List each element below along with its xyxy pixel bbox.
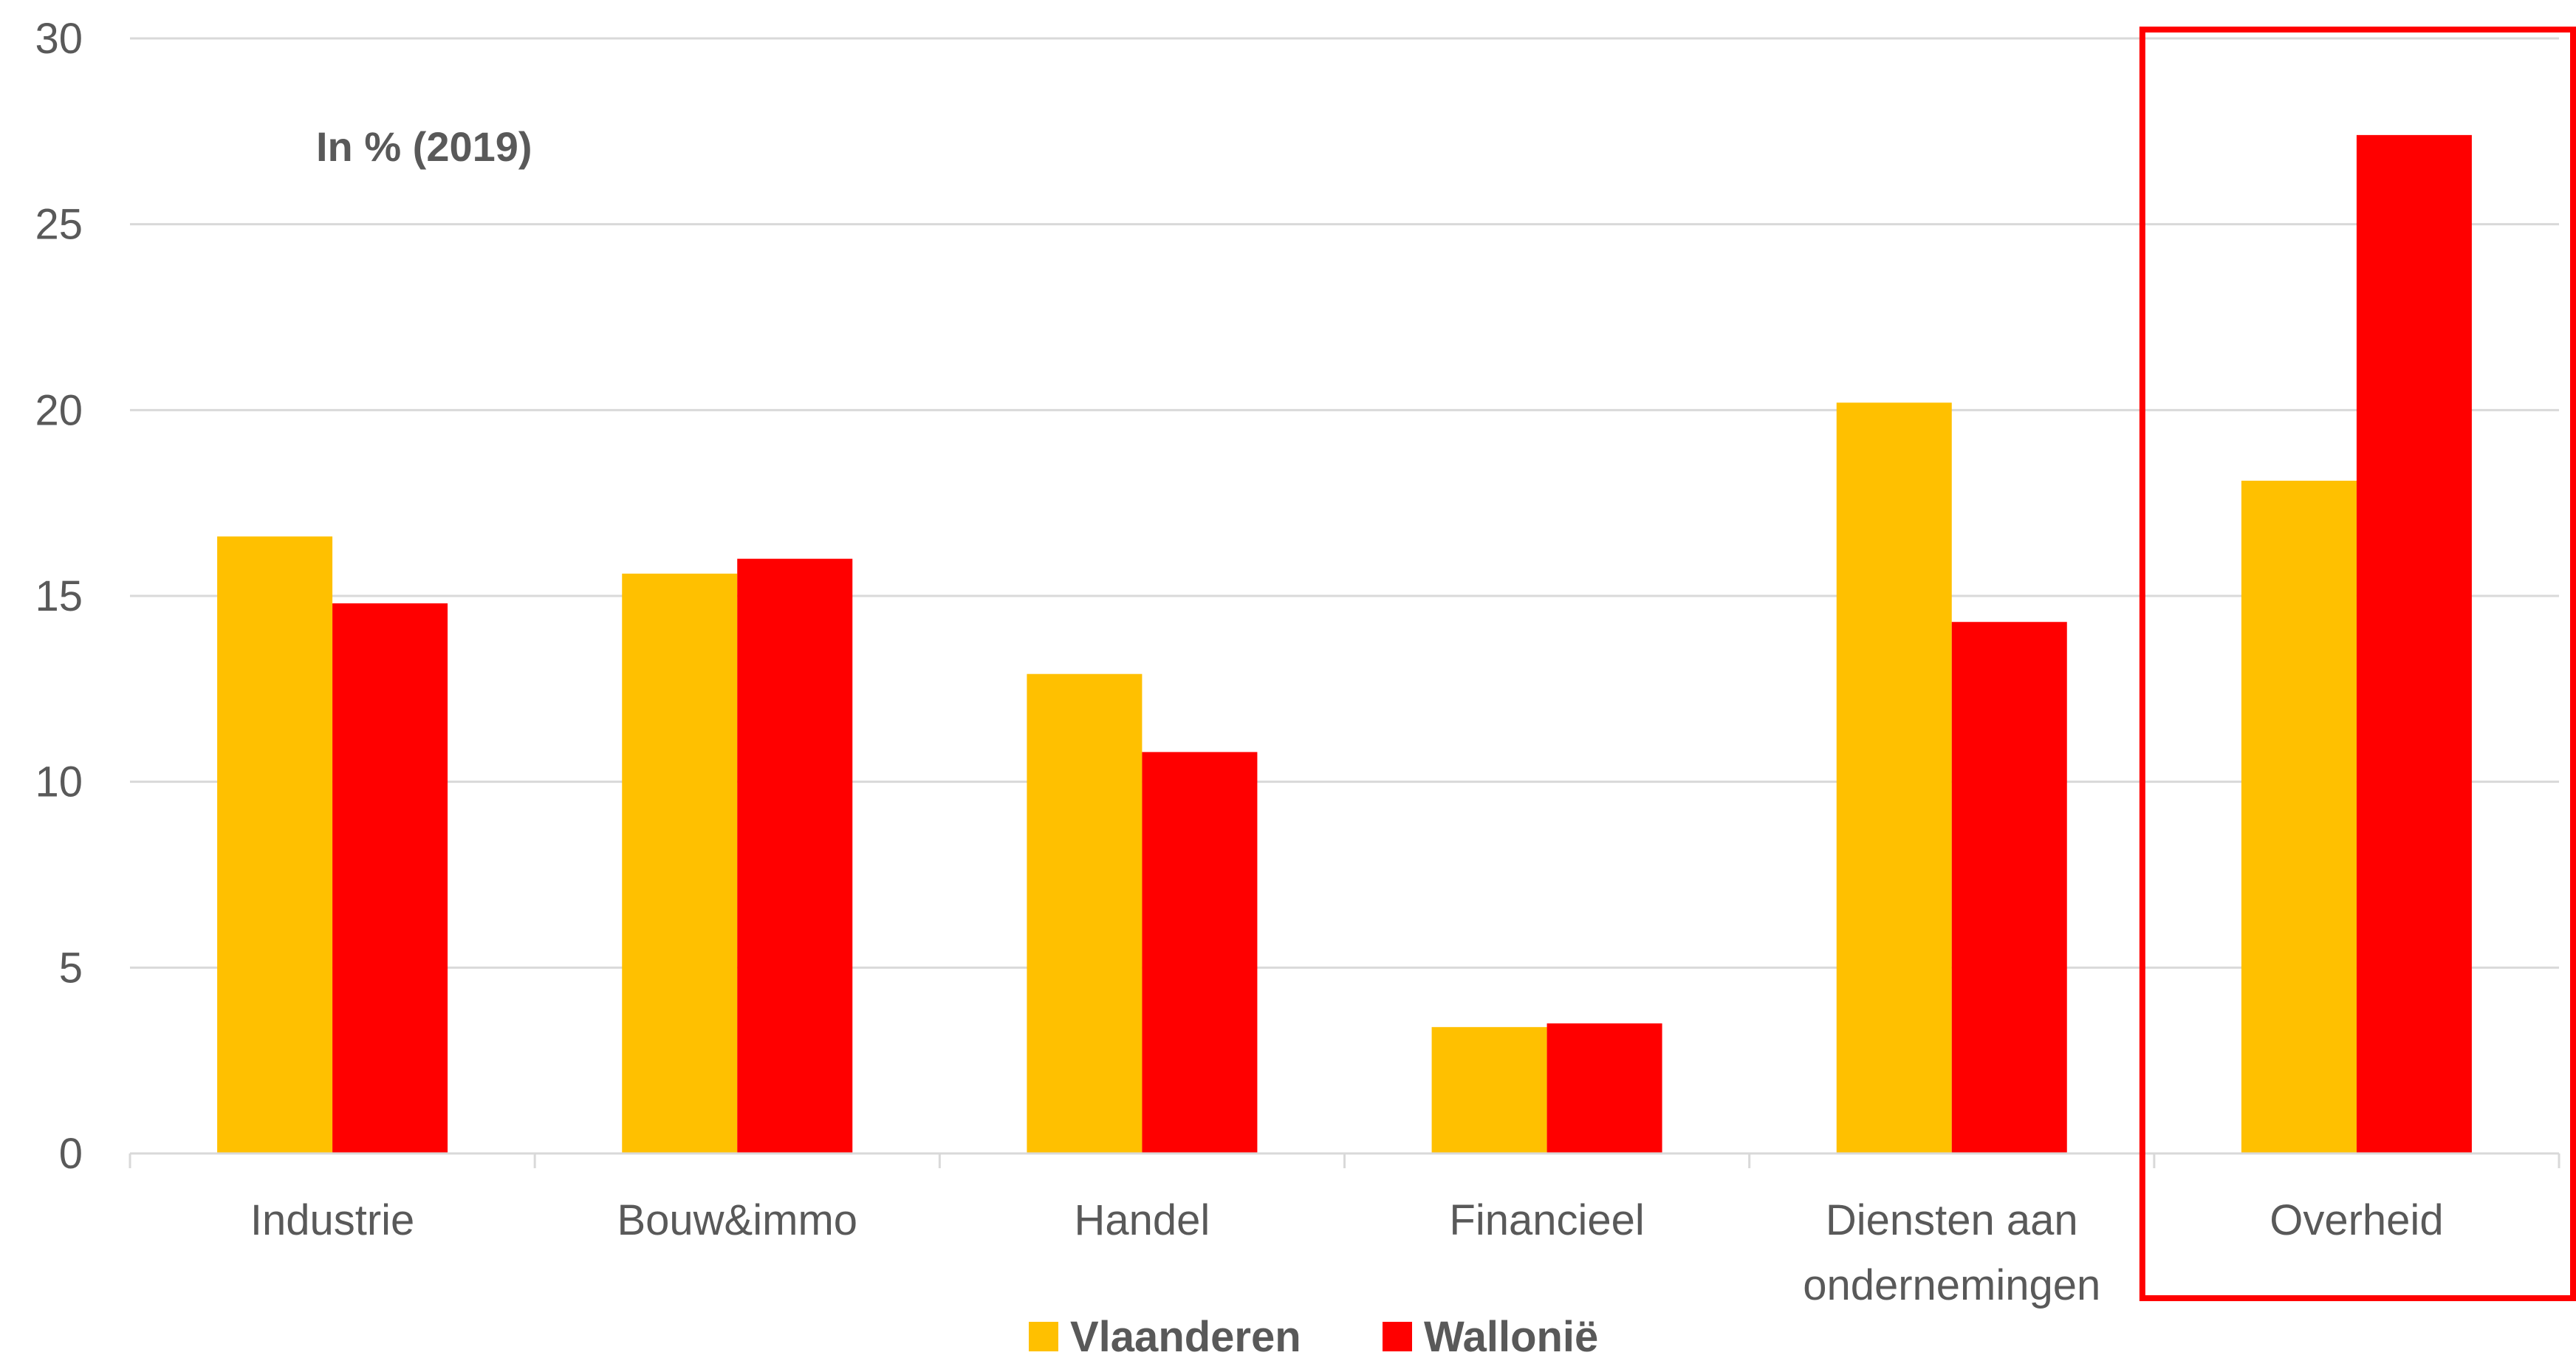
y-axis-ticks: 0 5 10 15 20 25 30 xyxy=(35,15,83,1178)
bar-walloni-1 xyxy=(737,558,853,1153)
bar-walloni-2 xyxy=(1142,752,1258,1153)
x-category-label: Overheid xyxy=(2270,1196,2443,1244)
bar-walloni-3 xyxy=(1546,1023,1662,1153)
y-tick-label: 20 xyxy=(35,386,83,434)
y-tick-label: 5 xyxy=(59,944,83,992)
legend-label: Vlaanderen xyxy=(1070,1313,1301,1358)
x-category-label: ondernemingen xyxy=(1803,1261,2100,1309)
x-axis-categories: Industrie Bouw&immo Handel Financieel Dienst… xyxy=(250,1196,2444,1309)
legend-swatch xyxy=(1383,1322,1412,1351)
x-category-label: Financieel xyxy=(1449,1196,1644,1244)
bar-walloni-5 xyxy=(2356,134,2472,1153)
bar-vlaanderen-5 xyxy=(2241,480,2357,1153)
bar-vlaanderen-0 xyxy=(217,536,333,1153)
x-category-label: Handel xyxy=(1075,1196,1210,1244)
highlight-box xyxy=(2139,27,2576,1301)
bar-walloni-4 xyxy=(1951,622,2067,1153)
bar-walloni-0 xyxy=(332,603,448,1153)
legend: Vlaanderen Wallonië xyxy=(1029,1313,1598,1358)
bar-vlaanderen-1 xyxy=(622,573,738,1153)
x-category-label: Industrie xyxy=(250,1196,414,1244)
y-tick-label: 10 xyxy=(35,758,83,806)
y-tick-label: 0 xyxy=(59,1130,83,1178)
chart-subtitle: In % (2019) xyxy=(316,123,532,170)
y-tick-label: 25 xyxy=(35,201,83,249)
gridlines xyxy=(130,37,2559,969)
legend-swatch xyxy=(1029,1322,1058,1351)
bar-vlaanderen-4 xyxy=(1836,402,1952,1153)
legend-label: Wallonië xyxy=(1424,1313,1598,1358)
x-category-label: Bouw&immo xyxy=(617,1196,857,1244)
x-axis xyxy=(129,1152,2560,1168)
bar-vlaanderen-2 xyxy=(1027,673,1143,1153)
x-category-label: Diensten aan xyxy=(1826,1196,2078,1244)
bar-vlaanderen-3 xyxy=(1431,1026,1547,1153)
y-tick-label: 30 xyxy=(35,15,83,63)
y-tick-label: 15 xyxy=(35,572,83,620)
bars xyxy=(217,134,2472,1153)
